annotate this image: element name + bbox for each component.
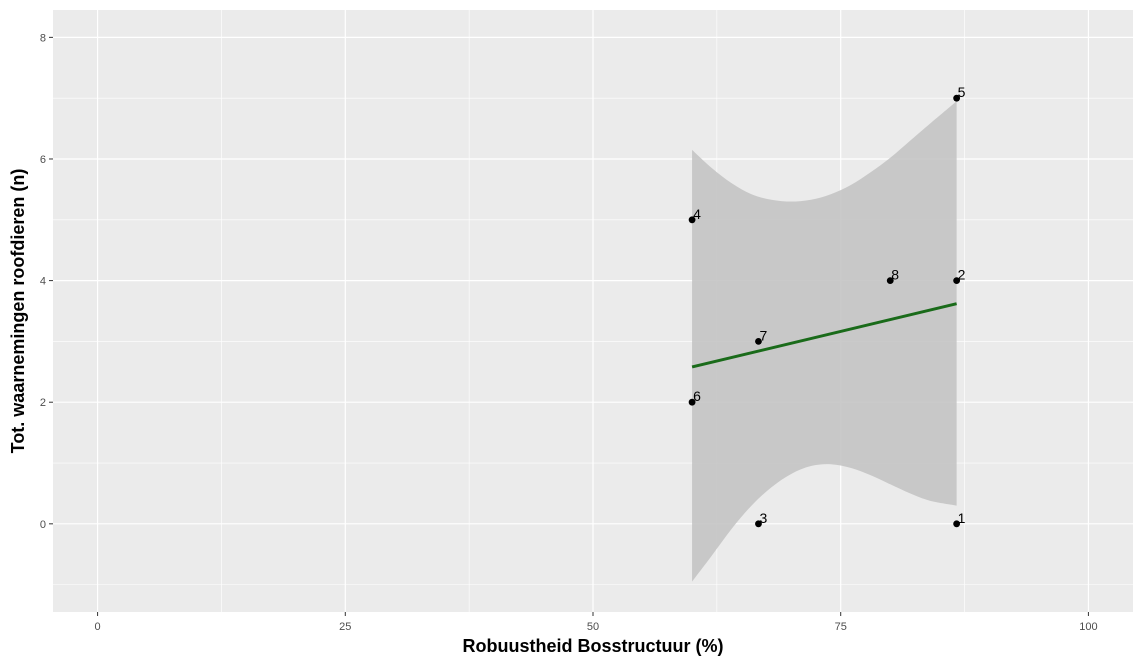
x-tick-label: 25 [339, 621, 351, 633]
data-point-4 [688, 216, 696, 224]
y-axis-title: Tot. waarnemingen roofdieren (n) [8, 169, 28, 454]
x-axis-title: Robuustheid Bosstructuur (%) [463, 636, 724, 656]
point-label-2: 2 [958, 267, 966, 283]
y-tick-label: 4 [40, 276, 46, 288]
y-tick-label: 0 [40, 519, 46, 531]
point-label-5: 5 [958, 84, 966, 100]
major-gridlines [53, 10, 1133, 612]
point-labels: 1 2 3 4 5 6 7 8 [693, 84, 966, 526]
data-point-7 [755, 338, 762, 345]
confidence-band [692, 101, 957, 582]
y-tick-label: 2 [40, 397, 46, 409]
point-label-7: 7 [759, 327, 767, 343]
data-point-1 [953, 520, 961, 528]
point-label-8: 8 [891, 267, 899, 283]
data-point-5 [953, 94, 961, 102]
point-label-1: 1 [958, 510, 966, 526]
y-tick-label: 6 [40, 154, 46, 166]
x-tick-label: 75 [835, 621, 847, 633]
x-tick-label: 0 [95, 621, 101, 633]
y-axis: 0 2 4 6 8 [40, 32, 53, 531]
data-points [688, 94, 961, 528]
data-point-6 [688, 398, 696, 406]
x-axis: 0 25 50 75 100 [95, 612, 1098, 633]
point-label-6: 6 [693, 388, 701, 404]
data-point-8 [886, 277, 894, 284]
y-tick-label: 8 [40, 32, 46, 44]
x-tick-label: 50 [587, 621, 599, 633]
point-label-3: 3 [759, 510, 767, 526]
point-label-4: 4 [693, 206, 701, 222]
trend-line [691, 302, 957, 369]
x-tick-label: 100 [1079, 621, 1097, 633]
data-point-2 [953, 277, 961, 284]
data-point-3 [755, 520, 762, 528]
